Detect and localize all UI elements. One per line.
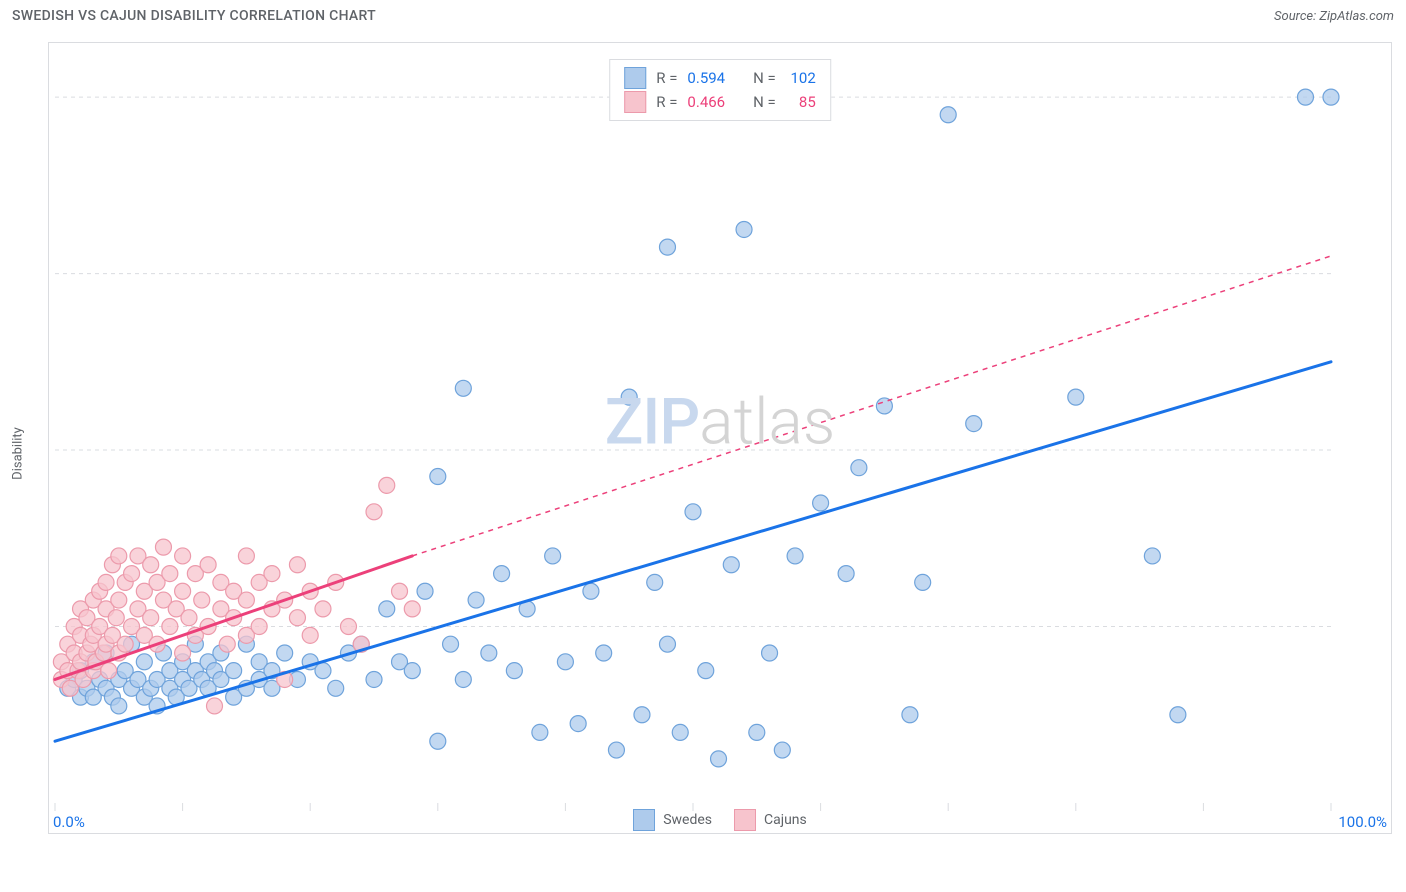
stats-row: R = 0.594 N = 102 [624,66,816,90]
chart-title: SWEDISH VS CAJUN DISABILITY CORRELATION … [12,8,376,24]
stat-n-label: N = [753,66,776,90]
scatter-plot [49,43,1391,833]
legend-swatch [624,67,646,89]
stat-r-value: 0.594 [687,66,725,90]
stat-r-label: R = [656,66,677,90]
stats-row: R = 0.466 N = 85 [624,90,816,114]
chart-source: Source: ZipAtlas.com [1274,9,1394,24]
legend-label: Cajuns [764,812,807,828]
legend-swatch [633,809,655,831]
legend-swatch [624,91,646,113]
stats-box: R = 0.594 N = 102 R = 0.466 N = 85 [609,59,831,121]
chart-header: SWEDISH VS CAJUN DISABILITY CORRELATION … [0,0,1406,30]
legend-swatch [734,809,756,831]
stat-n-label: N = [753,90,776,114]
legend-label: Swedes [663,812,712,828]
y-axis-label: Disability [11,427,26,480]
legend-item: Swedes [633,809,712,831]
stat-r-label: R = [656,90,677,114]
stat-r-value: 0.466 [687,90,725,114]
bottom-legend: Swedes Cajuns [49,809,1391,831]
chart-container: ZIPatlas R =0.594N =102R =0.466N =85 20.… [48,42,1392,834]
stat-n-value: 102 [786,66,816,90]
legend-item: Cajuns [734,809,807,831]
stat-n-value: 85 [786,90,816,114]
